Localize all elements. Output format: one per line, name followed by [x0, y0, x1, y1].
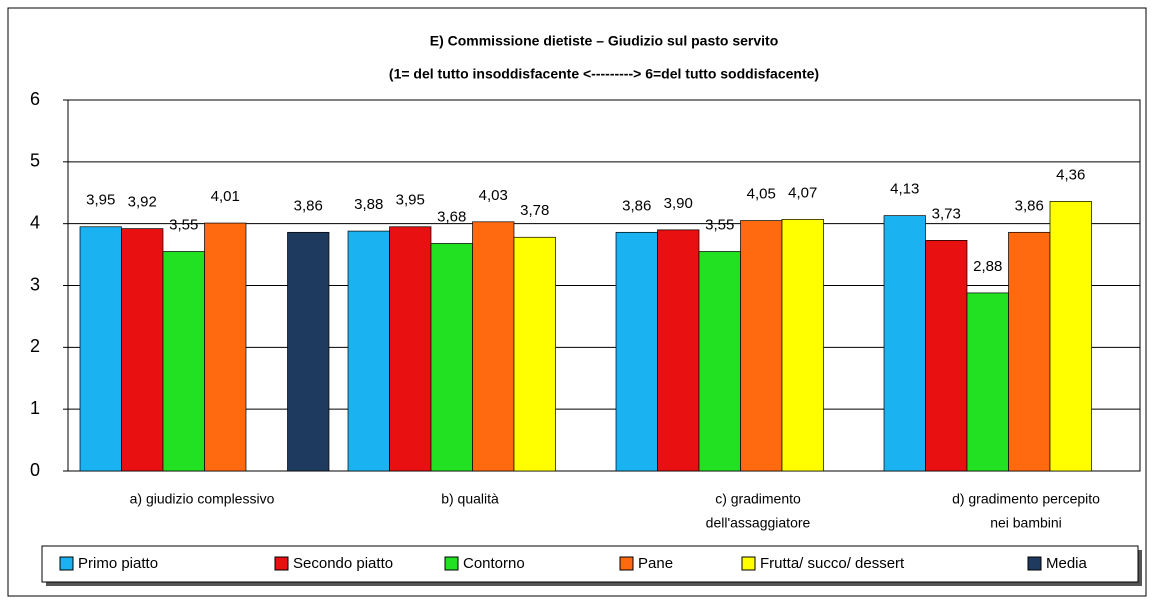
- value-label: 3,86: [622, 197, 651, 214]
- bar: [121, 228, 164, 472]
- y-tick-label: 1: [30, 398, 40, 418]
- bar: [740, 220, 783, 472]
- value-label: 4,07: [788, 184, 817, 201]
- chart-title: E) Commissione dietiste – Giudizio sul p…: [430, 33, 779, 49]
- legend-label: Secondo piatto: [293, 555, 393, 572]
- bar: [781, 218, 824, 472]
- bar: [1008, 231, 1051, 472]
- legend-label: Pane: [638, 555, 673, 572]
- value-label: 4,05: [747, 186, 776, 203]
- bar: [698, 251, 741, 472]
- value-label: 4,01: [211, 188, 240, 205]
- y-tick-label: 5: [30, 151, 40, 171]
- value-label: 3,95: [396, 192, 425, 209]
- x-tick-label: d) gradimento percepito: [952, 491, 1100, 507]
- bar: [162, 251, 205, 472]
- bar: [925, 240, 968, 472]
- legend-swatch: [619, 556, 634, 571]
- y-tick-label: 6: [30, 89, 40, 109]
- value-label: 4,13: [890, 181, 919, 198]
- value-label: 3,78: [520, 202, 549, 219]
- value-label: 3,55: [169, 216, 198, 233]
- bar: [389, 226, 432, 472]
- x-tick-label: c) gradimento: [715, 491, 801, 507]
- bar: [883, 215, 926, 472]
- value-label: 3,55: [705, 216, 734, 233]
- bar: [472, 221, 515, 472]
- legend-label: Contorno: [463, 555, 525, 572]
- legend-swatch: [274, 556, 289, 571]
- bar: [657, 229, 700, 472]
- value-label: 3,73: [932, 205, 961, 222]
- legend-label: Media: [1046, 555, 1088, 572]
- value-label: 3,68: [437, 208, 466, 225]
- value-label: 3,88: [354, 196, 383, 213]
- legend-swatch: [1027, 556, 1042, 571]
- bar: [966, 292, 1009, 472]
- bar: [430, 243, 473, 472]
- bar: [513, 236, 556, 472]
- bar: [1049, 201, 1092, 472]
- chart-subtitle: (1= del tutto insoddisfacente <---------…: [389, 66, 819, 82]
- bar: [615, 231, 658, 472]
- value-label: 4,36: [1056, 166, 1085, 183]
- legend-label: Primo piatto: [78, 555, 158, 572]
- legend-swatch: [59, 556, 74, 571]
- legend-box: [41, 545, 1139, 583]
- bar: [79, 226, 122, 472]
- legend-swatch: [444, 556, 459, 571]
- bar: [347, 230, 390, 472]
- value-label: 3,86: [1015, 197, 1044, 214]
- value-label: 4,03: [479, 187, 508, 204]
- value-label: 3,95: [86, 192, 115, 209]
- x-tick-label: nei bambini: [990, 515, 1062, 531]
- y-tick-label: 0: [30, 460, 40, 480]
- value-label: 3,86: [294, 197, 323, 214]
- value-label: 3,90: [664, 195, 693, 212]
- x-tick-label: a) giudizio complessivo: [130, 491, 275, 507]
- value-label: 2,88: [973, 258, 1002, 275]
- legend-label: Frutta/ succo/ dessert: [760, 555, 905, 572]
- x-tick-label: b) qualità: [441, 491, 499, 507]
- y-tick-label: 3: [30, 274, 40, 294]
- y-tick-label: 4: [30, 212, 40, 232]
- x-tick-label: dell'assaggiatore: [706, 515, 811, 531]
- bar: [204, 222, 247, 472]
- y-tick-label: 2: [30, 336, 40, 356]
- bar: [287, 231, 330, 472]
- value-label: 3,92: [128, 194, 157, 211]
- legend-swatch: [741, 556, 756, 571]
